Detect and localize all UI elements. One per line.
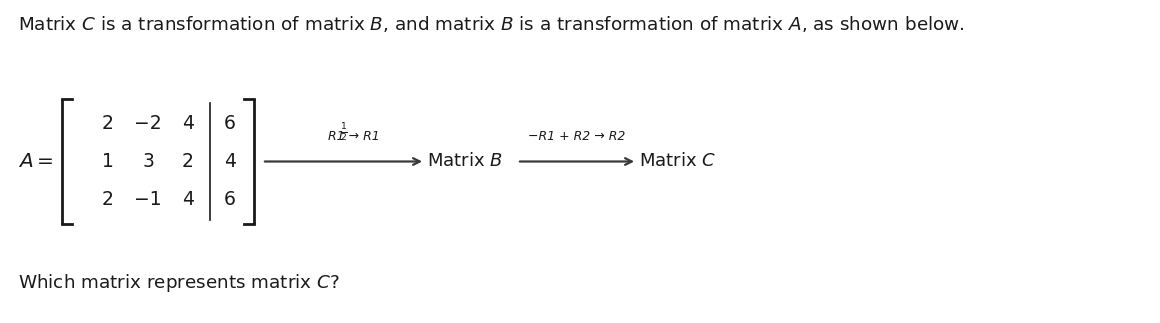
Text: $A=$: $A=$ bbox=[19, 152, 53, 171]
Text: 2: 2 bbox=[102, 114, 114, 133]
Text: −2: −2 bbox=[135, 114, 161, 133]
Text: 4: 4 bbox=[224, 152, 235, 171]
Text: Matrix $C$ is a transformation of matrix $B$, and matrix $B$ is a transformation: Matrix $C$ is a transformation of matrix… bbox=[19, 14, 965, 34]
Text: 3: 3 bbox=[142, 152, 154, 171]
Text: −R1 + R2 → R2: −R1 + R2 → R2 bbox=[528, 130, 625, 143]
Text: 4: 4 bbox=[182, 114, 194, 133]
Text: 1: 1 bbox=[102, 152, 114, 171]
Text: 2: 2 bbox=[102, 190, 114, 209]
Text: Matrix $C$: Matrix $C$ bbox=[639, 152, 716, 171]
Text: Which matrix represents matrix $C$?: Which matrix represents matrix $C$? bbox=[19, 272, 340, 294]
Text: $\frac{1}{2}$: $\frac{1}{2}$ bbox=[340, 121, 348, 143]
Text: 6: 6 bbox=[224, 114, 235, 133]
Text: −1: −1 bbox=[135, 190, 161, 209]
Text: R1 → R1: R1 → R1 bbox=[327, 130, 379, 143]
Text: 4: 4 bbox=[182, 190, 194, 209]
Text: 2: 2 bbox=[182, 152, 194, 171]
Text: Matrix $B$: Matrix $B$ bbox=[427, 152, 502, 171]
Text: 6: 6 bbox=[224, 190, 235, 209]
